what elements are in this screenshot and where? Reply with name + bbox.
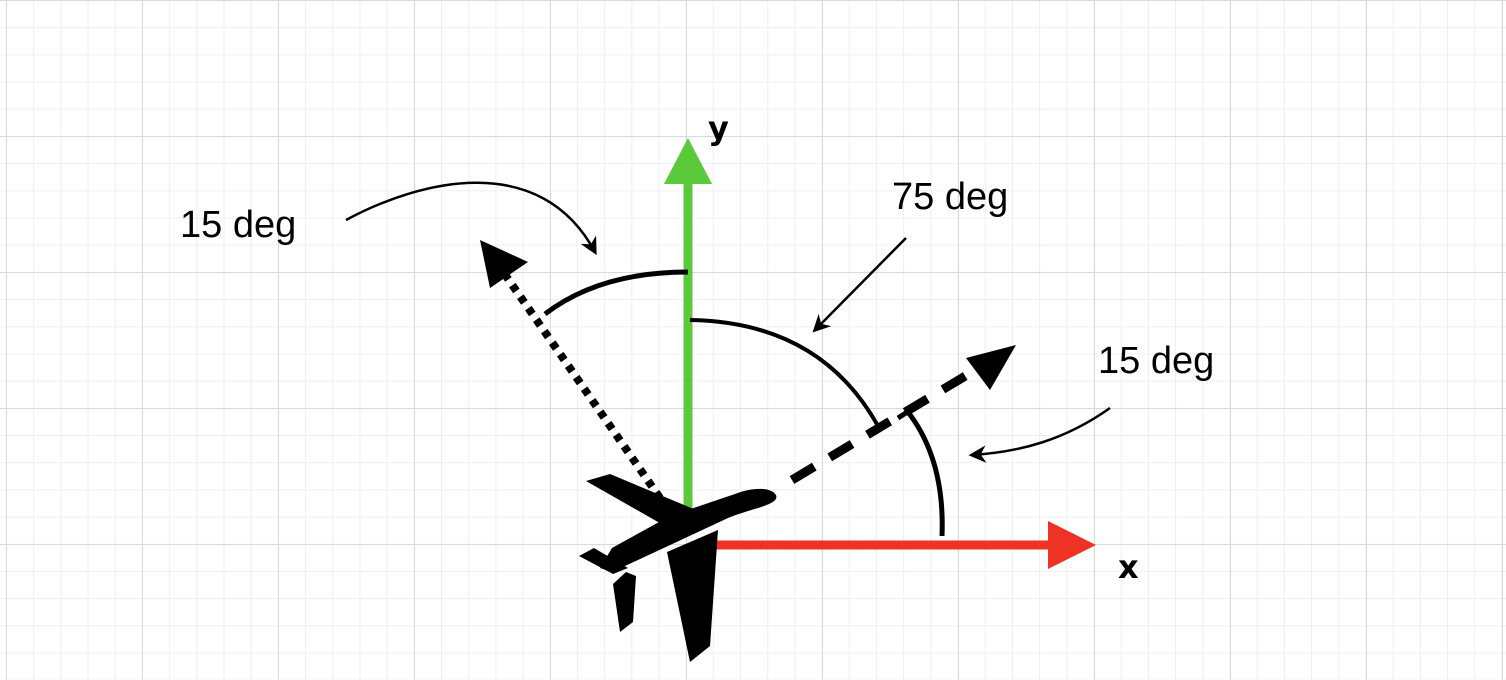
dotted-heading-vector: [502, 273, 664, 501]
dashed-vector: [789, 362, 985, 484]
x-axis-label: x: [1118, 548, 1139, 586]
angle-label-right: 15 deg: [1098, 340, 1214, 382]
arc-15-deg-left: [543, 269, 689, 316]
arc-75-deg: [689, 318, 880, 427]
y-axis-arrowhead: [664, 138, 712, 184]
dashed-vector-arrowhead: [966, 345, 1016, 390]
angle-label-top: 75 deg: [892, 176, 1008, 218]
pointer-arrow-75-deg: [812, 237, 907, 333]
arc-15-deg-right: [906, 410, 945, 537]
y-axis-label: y: [708, 109, 729, 147]
arc-end-tick: [896, 401, 922, 421]
pointer-arrow-15-deg-left: [345, 181, 597, 256]
x-axis-arrowhead: [1048, 521, 1096, 569]
angle-label-top-left: 15 deg: [180, 204, 296, 246]
dotted-vector-arrowhead: [480, 240, 528, 288]
airplane-icon: [579, 474, 777, 662]
pointer-arrow-15-deg-right: [968, 406, 1111, 463]
